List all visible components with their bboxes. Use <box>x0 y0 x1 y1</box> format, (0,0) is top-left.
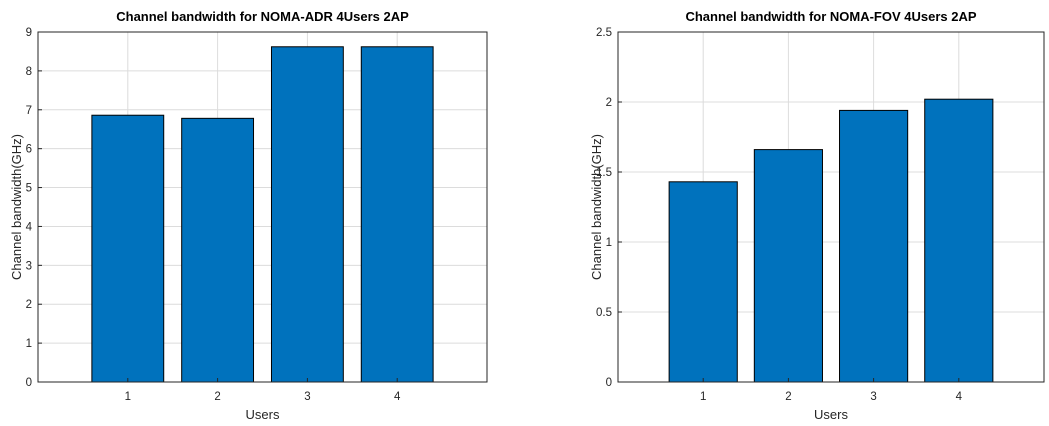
x-tick-label: 4 <box>956 391 963 403</box>
bars <box>668 98 994 383</box>
y-tick-label: 2.5 <box>596 27 612 39</box>
x-tick-labels: 1 2 3 4 <box>700 378 963 403</box>
bar-user-1 <box>91 114 165 383</box>
bar-chart-noma-fov: Channel bandwidth for NOMA-FOV 4Users 2A… <box>589 9 1045 422</box>
chart-title: Channel bandwidth for NOMA-ADR 4Users 2A… <box>116 9 409 24</box>
bars <box>91 46 434 383</box>
y-tick-label: 9 <box>26 27 32 39</box>
x-tick-label: 3 <box>304 391 310 403</box>
x-tick-label: 4 <box>394 391 401 403</box>
bar-user-3 <box>839 109 909 383</box>
y-tick-label: 1 <box>606 237 612 249</box>
y-axis-label: Channel bandwidth(GHz) <box>589 134 604 280</box>
x-tick-labels: 1 2 3 4 <box>125 378 401 403</box>
x-tick-label: 3 <box>870 391 876 403</box>
bar-user-1 <box>668 181 738 383</box>
y-tick-label: 0.5 <box>596 307 612 319</box>
y-tick-label: 1 <box>26 338 32 350</box>
y-tick-label: 1.5 <box>596 167 612 179</box>
y-tick-label: 4 <box>26 221 33 233</box>
y-tick-label: 2 <box>26 299 32 311</box>
y-tick-label: 2 <box>606 97 612 109</box>
bar-chart-noma-adr: Channel bandwidth for NOMA-ADR 4Users 2A… <box>9 9 488 422</box>
y-tick-label: 0 <box>26 377 32 389</box>
y-tick-label: 6 <box>26 144 32 156</box>
chart-title: Channel bandwidth for NOMA-FOV 4Users 2A… <box>685 9 976 24</box>
bar-user-2 <box>753 149 823 383</box>
x-axis-label: Users <box>246 407 280 422</box>
x-axis-label: Users <box>814 407 848 422</box>
x-tick-label: 1 <box>125 391 131 403</box>
y-tick-labels: 0 1 2 3 4 5 6 7 8 9 <box>26 27 42 389</box>
plot-frame <box>617 31 1045 383</box>
bar-user-4 <box>360 46 434 383</box>
x-tick-label: 2 <box>785 391 791 403</box>
y-axis-label: Channel bandwidth(GHz) <box>9 134 24 280</box>
y-tick-label: 3 <box>26 260 32 272</box>
y-tick-label: 8 <box>26 66 32 78</box>
y-tick-label: 0 <box>606 377 612 389</box>
bar-user-4 <box>924 98 994 383</box>
plot-frame <box>37 31 488 383</box>
y-tick-labels: 0 0.5 1 1.5 2 2.5 <box>596 27 622 389</box>
x-tick-label: 2 <box>214 391 220 403</box>
bar-user-3 <box>270 46 344 383</box>
y-tick-label: 7 <box>26 105 32 117</box>
y-tick-label: 5 <box>26 183 32 195</box>
bar-user-2 <box>181 117 255 383</box>
x-tick-label: 1 <box>700 391 706 403</box>
